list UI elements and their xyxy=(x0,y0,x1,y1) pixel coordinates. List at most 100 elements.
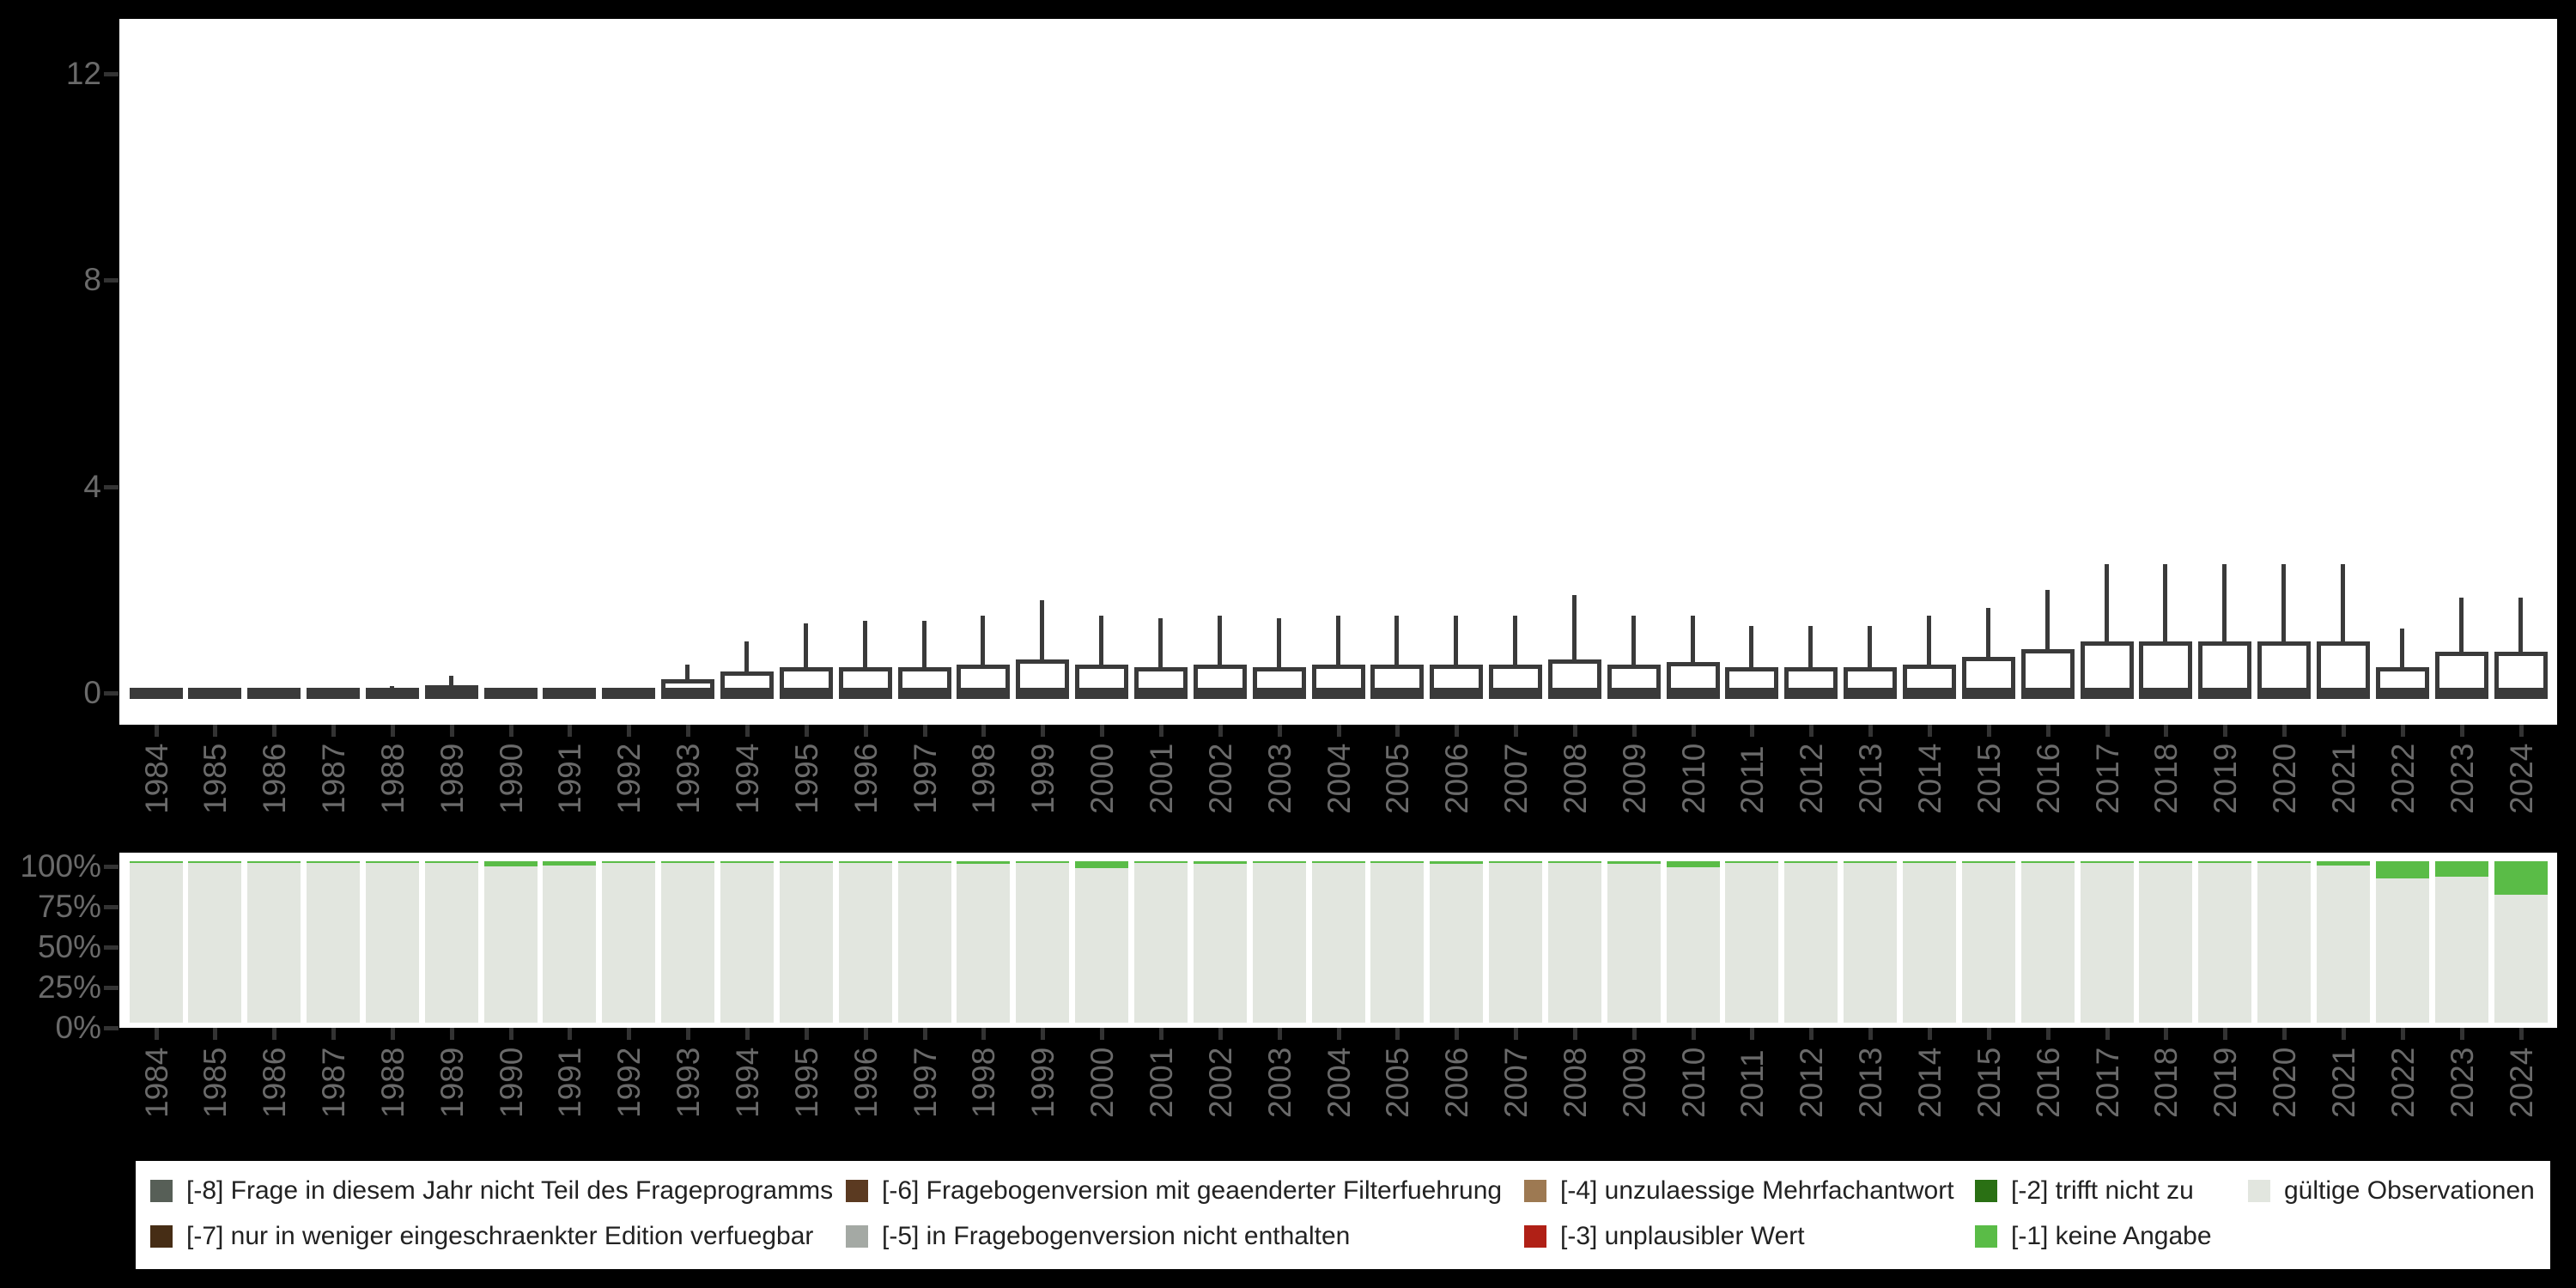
x-axis-year-label: 2018 xyxy=(2148,1047,2184,1118)
y-tick-mark xyxy=(104,945,118,950)
x-axis-year-label: 1996 xyxy=(848,743,884,814)
x-tick-mark xyxy=(2105,725,2110,737)
x-tick-mark xyxy=(1100,725,1104,737)
x-tick-mark xyxy=(1809,725,1814,737)
legend-swatch--6 xyxy=(846,1180,868,1202)
x-axis-year-label: 2024 xyxy=(2504,1047,2539,1118)
x-axis-year-label: 2001 xyxy=(1144,743,1179,814)
stacked-bar-valid xyxy=(1962,863,2015,1023)
x-axis-year-label: 1988 xyxy=(375,1047,410,1118)
stacked-bar-valid xyxy=(1489,863,1542,1023)
stacked-bar-valid xyxy=(1667,866,1720,1023)
x-axis-year-label: 1998 xyxy=(966,1047,1001,1118)
boxplot-median xyxy=(2376,688,2429,699)
stacked-bar-valid xyxy=(366,863,419,1023)
x-axis-year-label: 2016 xyxy=(2031,743,2066,814)
x-axis-year-label: 2002 xyxy=(1203,1047,1238,1118)
x-tick-mark xyxy=(1218,725,1223,737)
stacked-bar-valid xyxy=(1725,863,1778,1023)
x-tick-mark xyxy=(509,1028,513,1040)
x-axis-year-label: 1985 xyxy=(197,1047,233,1118)
y-tick-mark xyxy=(104,484,118,489)
boxplot-median xyxy=(1903,688,1956,699)
x-tick-mark xyxy=(1337,725,1341,737)
x-tick-mark xyxy=(213,725,217,737)
x-tick-mark xyxy=(923,725,927,737)
boxplot-median xyxy=(2139,688,2192,699)
x-axis-year-label: 2012 xyxy=(1794,1047,1829,1118)
stacked-bar-valid xyxy=(2021,863,2075,1023)
boxplot-median xyxy=(130,688,183,699)
x-axis-year-label: 2003 xyxy=(1262,1047,1297,1118)
y-tick-mark xyxy=(104,72,118,77)
x-axis-year-label: 2003 xyxy=(1262,743,1297,814)
x-tick-mark xyxy=(2282,1028,2287,1040)
y-axis-label: 100% xyxy=(20,848,101,884)
boxplot-median xyxy=(484,688,538,699)
x-tick-mark xyxy=(1395,725,1400,737)
y-axis-label: 0 xyxy=(83,675,101,710)
stacked-bar-missing-na xyxy=(898,861,951,863)
legend-label: [-8] Frage in diesem Jahr nicht Teil des… xyxy=(186,1176,834,1205)
x-axis-year-label: 2006 xyxy=(1439,743,1474,814)
y-axis-label: 12 xyxy=(65,56,101,92)
y-tick-mark xyxy=(104,905,118,909)
x-tick-mark xyxy=(391,1028,395,1040)
x-tick-mark xyxy=(981,1028,986,1040)
stacked-bar-missing-na xyxy=(2021,861,2075,863)
stacked-bar-missing-na xyxy=(2494,861,2548,896)
boxplot-whisker xyxy=(2163,563,2167,646)
x-tick-mark xyxy=(2342,1028,2346,1040)
boxplot-whisker xyxy=(1572,594,1577,664)
stacked-bar-valid xyxy=(2139,863,2192,1023)
x-tick-mark xyxy=(1278,725,1282,737)
boxplot-median xyxy=(2435,688,2488,699)
x-axis-year-label: 2013 xyxy=(1853,1047,1888,1118)
x-tick-mark xyxy=(2460,1028,2464,1040)
boxplot-median xyxy=(1489,688,1542,699)
x-tick-mark xyxy=(1337,1028,1341,1040)
boxplot-whisker xyxy=(1336,615,1340,669)
x-axis-year-label: 2020 xyxy=(2267,1047,2302,1118)
boxplot-whisker xyxy=(744,641,749,676)
stacked-bar-missing-na xyxy=(839,861,892,863)
x-tick-mark xyxy=(2223,725,2227,737)
stacked-bar-valid xyxy=(2376,878,2429,1023)
x-tick-mark xyxy=(568,725,572,737)
x-axis-year-label: 1991 xyxy=(552,743,587,814)
boxplot-panel xyxy=(119,19,2557,725)
boxplot-whisker xyxy=(981,615,985,669)
boxplot-median xyxy=(366,688,419,699)
x-axis-year-label: 2012 xyxy=(1794,743,1829,814)
x-axis-year-label: 2000 xyxy=(1084,743,1120,814)
x-tick-mark xyxy=(1455,1028,1459,1040)
stacked-bar-valid xyxy=(425,863,478,1023)
boxplot-whisker xyxy=(2105,563,2109,646)
x-axis-year-label: 1990 xyxy=(494,743,529,814)
stacked-bar-missing-na xyxy=(2081,861,2134,863)
x-axis-year-label: 2022 xyxy=(2385,1047,2421,1118)
legend-swatch--1 xyxy=(1975,1225,1997,1248)
stacked-bar-valid xyxy=(839,863,892,1023)
stacked-bar-missing-na xyxy=(1194,861,1247,865)
x-axis-year-label: 2005 xyxy=(1380,743,1415,814)
stacked-bar-missing-na xyxy=(1725,861,1778,863)
x-axis-year-label: 2019 xyxy=(2208,743,2243,814)
stacked-bar-valid xyxy=(780,863,833,1023)
boxplot-median xyxy=(2317,688,2370,699)
boxplot-whisker xyxy=(1868,625,1872,671)
x-tick-mark xyxy=(155,725,159,737)
stacked-bar-valid xyxy=(957,864,1010,1023)
x-tick-mark xyxy=(2401,725,2405,737)
x-tick-mark xyxy=(1573,725,1577,737)
stacked-bar-missing-na xyxy=(307,861,360,864)
x-axis-year-label: 1999 xyxy=(1025,1047,1060,1118)
stacked-bar-missing-na xyxy=(1844,861,1897,863)
boxplot-whisker xyxy=(1218,615,1222,669)
stacked-bar-missing-na xyxy=(1962,861,2015,863)
y-tick-mark xyxy=(104,278,118,283)
x-tick-mark xyxy=(2401,1028,2405,1040)
x-tick-mark xyxy=(1868,1028,1873,1040)
x-axis-year-label: 2011 xyxy=(1735,1049,1770,1118)
boxplot-median xyxy=(1607,688,1661,699)
